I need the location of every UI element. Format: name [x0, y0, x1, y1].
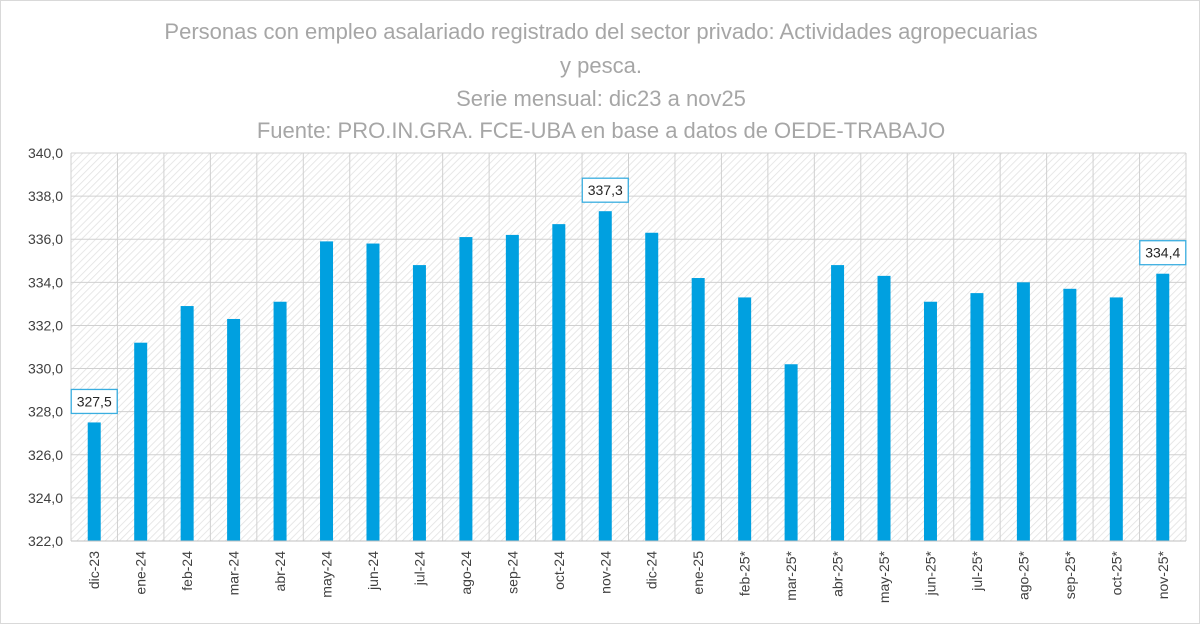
y-axis: 322,0 324,0 326,0 328,0 330,0 332,0 334,0 336,0…	[28, 145, 63, 549]
bar	[598, 211, 612, 541]
x-tick-label: oct-24	[551, 551, 567, 590]
x-tick-label: abr-25*	[830, 550, 846, 596]
bar	[134, 342, 148, 541]
data-labels: 327,5 337,3 334,4	[70, 177, 1187, 415]
chart-source: Fuente: PRO.IN.GRA. FCE-UBA en base a da…	[256, 118, 946, 143]
bar	[366, 243, 380, 542]
x-tick-label: nov-25*	[1155, 550, 1171, 599]
bar	[180, 306, 194, 541]
chart-title-line-1: Personas con empleo asalariado registrad…	[164, 19, 1038, 44]
x-tick-label: ene-24	[133, 551, 149, 595]
bar	[923, 301, 937, 541]
y-tick-label: 328,0	[28, 404, 63, 420]
x-tick-label: ene-25	[690, 551, 706, 595]
x-tick-label: jul-25*	[969, 550, 985, 591]
x-tick-label: abr-24	[272, 551, 288, 592]
gridlines	[70, 152, 1187, 542]
x-tick-label: dic-23	[86, 551, 102, 589]
data-label: 327,5	[77, 393, 112, 409]
bar	[320, 241, 334, 541]
chart-title-line-2: y pesca.	[560, 53, 642, 78]
x-tick-label: dic-24	[644, 551, 660, 589]
bar	[459, 237, 473, 542]
bar	[1109, 297, 1123, 541]
data-label: 337,3	[588, 182, 623, 198]
bar	[505, 234, 519, 541]
x-tick-label: feb-25*	[737, 550, 753, 596]
x-tick-label: jul-24	[411, 551, 427, 586]
y-tick-label: 336,0	[28, 231, 63, 247]
x-tick-label: sep-24	[504, 551, 520, 594]
bar	[412, 265, 426, 541]
x-tick-label: nov-24	[597, 551, 613, 594]
bar	[1016, 282, 1030, 541]
bar	[877, 275, 891, 541]
bar	[552, 224, 566, 541]
x-tick-label: mar-25*	[783, 550, 799, 600]
y-tick-label: 334,0	[28, 274, 63, 290]
bar	[738, 297, 752, 541]
y-tick-label: 324,0	[28, 490, 63, 506]
data-label-box	[581, 177, 629, 203]
x-axis: dic-23 ene-24 feb-24 mar-24 abr-24 may-24 jun-…	[71, 540, 1186, 603]
data-label: 334,4	[1145, 245, 1180, 261]
x-tick-label: may-25*	[876, 550, 892, 603]
bars	[87, 211, 1170, 542]
x-tick-label: may-24	[319, 551, 335, 598]
chart-subtitle: Serie mensual: dic23 a nov25	[456, 86, 746, 111]
bar	[691, 278, 705, 541]
y-tick-label: 332,0	[28, 317, 63, 333]
x-tick-label: feb-24	[179, 551, 195, 591]
bar	[645, 232, 659, 541]
x-tick-label: jun-24	[365, 551, 381, 591]
y-tick-label: 338,0	[28, 188, 63, 204]
bar	[273, 301, 287, 541]
y-tick-label: 322,0	[28, 533, 63, 549]
bar	[227, 318, 241, 541]
bar	[831, 265, 845, 541]
x-tick-label: sep-25*	[1062, 550, 1078, 599]
x-tick-label: ago-25*	[1015, 550, 1031, 600]
data-label-box	[1139, 240, 1187, 266]
x-tick-label: jun-25*	[922, 550, 938, 596]
x-tick-label: ago-24	[458, 551, 474, 595]
bar	[87, 422, 101, 541]
x-tick-label: oct-25*	[1108, 550, 1124, 595]
y-tick-label: 340,0	[28, 145, 63, 161]
y-tick-label: 326,0	[28, 447, 63, 463]
bar	[1156, 273, 1170, 541]
bar	[970, 293, 984, 541]
data-label-box	[70, 388, 118, 415]
y-tick-label: 330,0	[28, 361, 63, 377]
x-tick-label: mar-24	[226, 551, 242, 596]
bar	[784, 364, 798, 541]
bar	[1063, 288, 1077, 541]
